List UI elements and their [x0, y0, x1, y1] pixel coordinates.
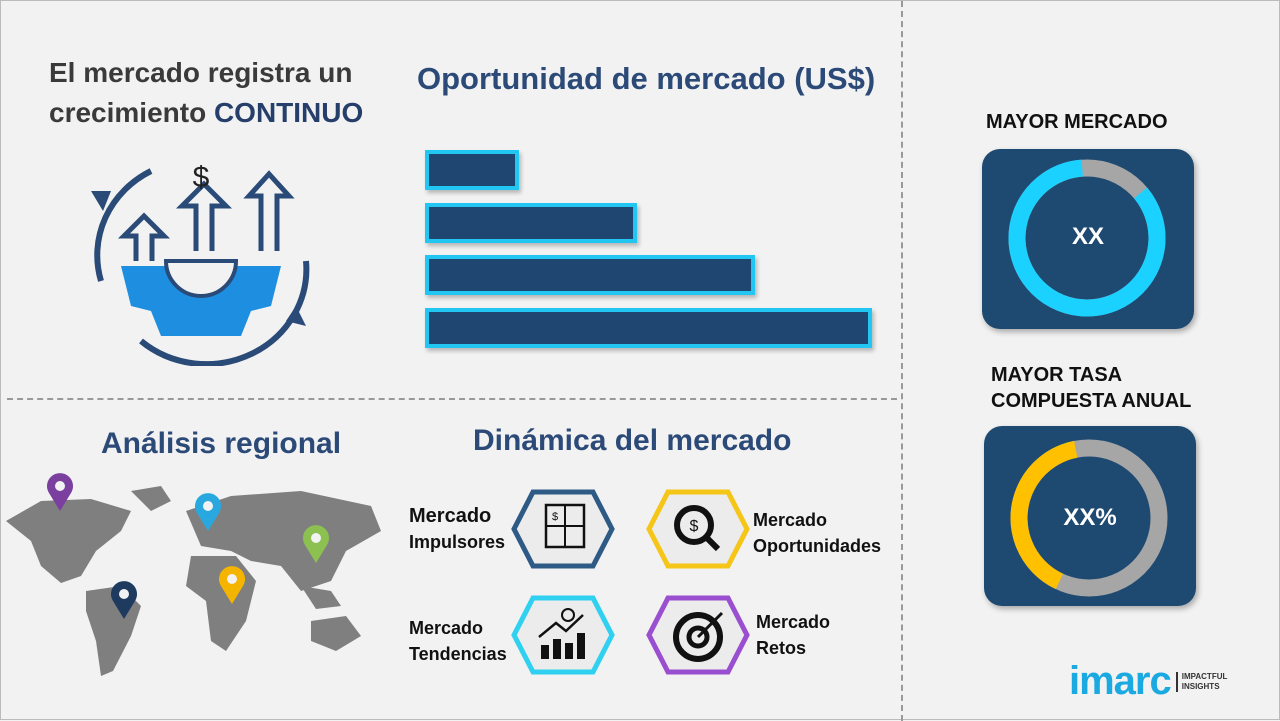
challenges-hexagon [646, 595, 750, 675]
highest-cagr-donut [1010, 439, 1168, 597]
opportunity-title: Oportunidad de mercado (US$) [417, 61, 876, 96]
largest-market-value: XX [1071, 223, 1104, 250]
largest-market-title: MAYOR MERCADO [986, 111, 1168, 133]
svg-text:$: $ [193, 161, 210, 194]
opportunities-hexagon: $ [646, 489, 750, 569]
map-pin-icon [195, 493, 221, 531]
dynamics-drivers-label: Mercado Impulsores [409, 505, 506, 552]
largest-market-card: XX [982, 149, 1194, 329]
horizontal-divider [7, 398, 897, 400]
opportunity-bar-1 [425, 150, 519, 190]
highest-cagr-title: MAYOR TASA COMPUESTA ANUAL [991, 364, 1192, 412]
logo-tagline: IMPACTFUL INSIGHTS [1175, 671, 1227, 692]
largest-market-donut [1008, 159, 1166, 317]
map-pin-icon [219, 566, 245, 604]
drivers-hexagon: $ [511, 489, 615, 569]
headline-line2: crecimiento CONTINUO [49, 93, 363, 133]
opportunity-bar-2 [425, 203, 637, 243]
growth-gear-icon: $ [91, 161, 310, 366]
svg-text:$: $ [690, 518, 699, 535]
headline-accent: CONTINUO [213, 97, 364, 128]
world-map [6, 486, 381, 676]
largest-market-share-arc [1008, 159, 1166, 317]
dynamics-title: Dinámica del mercado [473, 424, 792, 457]
imarc-logo: imarc IMPACTFUL INSIGHTS [1069, 659, 1227, 704]
svg-text:$: $ [552, 511, 558, 523]
map-pin-icon [47, 473, 73, 511]
opportunity-bar-3 [425, 255, 755, 295]
headline-prefix: crecimiento [49, 97, 214, 128]
map-pin-icon [111, 581, 137, 619]
dynamics-opportunities-label: Mercado Oportunidades [753, 510, 882, 556]
trends-hexagon [511, 595, 615, 675]
regional-title: Análisis regional [101, 427, 342, 460]
headline: El mercado registra un crecimiento CONTI… [49, 53, 363, 133]
dynamics-challenges-label: Mercado Retos [756, 612, 831, 658]
headline-line1: El mercado registra un [49, 57, 353, 88]
opportunity-bar-4 [425, 308, 872, 348]
dynamics-trends-label: Mercado Tendencias [409, 618, 507, 664]
highest-cagr-value: XX% [1063, 504, 1117, 531]
highest-cagr-card: XX% [984, 426, 1196, 606]
logo-brand: imarc [1069, 659, 1172, 703]
map-pin-icon [303, 525, 329, 563]
vertical-divider [901, 1, 903, 721]
